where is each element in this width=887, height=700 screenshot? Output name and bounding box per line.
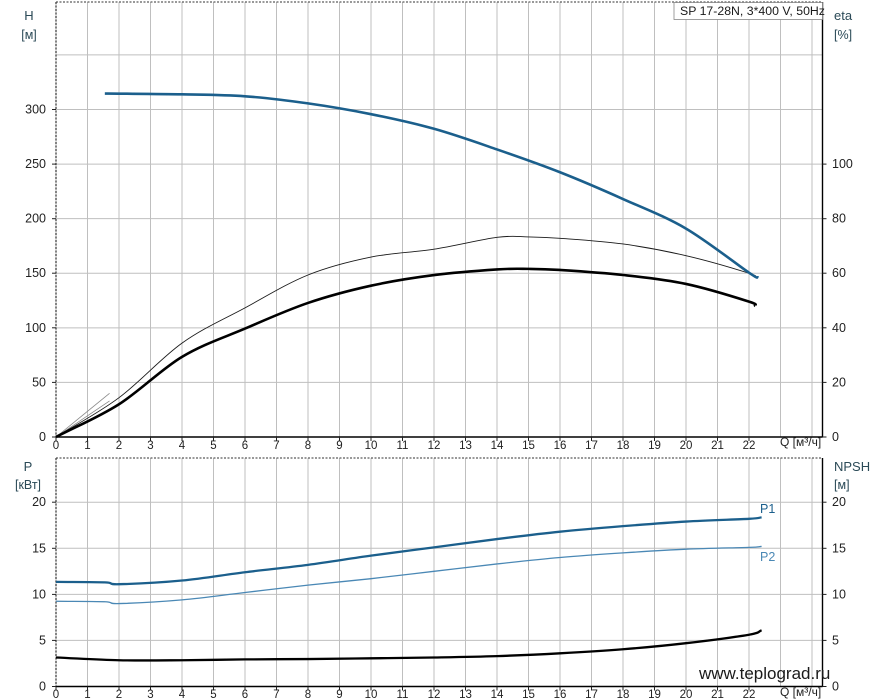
svg-text:[м]: [м]: [834, 478, 850, 492]
svg-text:Q [м³/ч]: Q [м³/ч]: [780, 435, 821, 449]
svg-text:15: 15: [522, 689, 535, 700]
svg-text:www.teplograd.ru: www.teplograd.ru: [698, 664, 830, 683]
svg-text:0: 0: [39, 680, 46, 694]
svg-text:20: 20: [832, 495, 846, 509]
svg-text:11: 11: [397, 689, 409, 700]
svg-text:7: 7: [273, 440, 279, 452]
svg-text:6: 6: [242, 440, 248, 452]
svg-text:16: 16: [554, 689, 567, 700]
svg-text:20: 20: [32, 495, 46, 509]
svg-text:[%]: [%]: [834, 28, 852, 42]
svg-text:18: 18: [617, 440, 630, 452]
svg-text:40: 40: [832, 321, 846, 335]
svg-text:0: 0: [53, 689, 59, 700]
svg-text:300: 300: [25, 103, 46, 117]
svg-text:100: 100: [25, 321, 46, 335]
svg-text:250: 250: [25, 157, 46, 171]
svg-text:0: 0: [832, 680, 839, 694]
svg-text:18: 18: [617, 689, 630, 700]
svg-text:NPSH: NPSH: [834, 459, 870, 474]
svg-text:22: 22: [743, 689, 756, 700]
svg-text:1: 1: [84, 440, 90, 452]
svg-text:100: 100: [832, 157, 853, 171]
svg-text:P1: P1: [760, 502, 775, 516]
svg-text:13: 13: [459, 440, 472, 452]
svg-text:150: 150: [25, 266, 46, 280]
svg-text:1: 1: [84, 689, 90, 700]
svg-text:eta: eta: [834, 8, 853, 23]
svg-text:H: H: [24, 8, 33, 23]
svg-text:2: 2: [116, 689, 122, 700]
svg-text:4: 4: [179, 689, 186, 700]
svg-text:17: 17: [585, 440, 598, 452]
svg-text:SP 17-28N, 3*400 V, 50Hz: SP 17-28N, 3*400 V, 50Hz: [680, 4, 825, 18]
svg-text:19: 19: [648, 689, 661, 700]
svg-text:13: 13: [459, 689, 472, 700]
svg-text:9: 9: [336, 689, 342, 700]
svg-text:[м]: [м]: [21, 28, 37, 42]
svg-text:5: 5: [210, 440, 216, 452]
svg-text:20: 20: [680, 440, 693, 452]
svg-text:200: 200: [25, 212, 46, 226]
svg-text:0: 0: [832, 430, 839, 444]
svg-text:6: 6: [242, 689, 248, 700]
svg-text:P: P: [24, 459, 33, 474]
svg-text:17: 17: [585, 689, 598, 700]
svg-text:21: 21: [711, 440, 724, 452]
svg-text:20: 20: [680, 689, 693, 700]
svg-text:12: 12: [428, 689, 441, 700]
svg-text:2: 2: [116, 440, 122, 452]
svg-text:19: 19: [648, 440, 661, 452]
svg-text:15: 15: [32, 541, 46, 555]
svg-text:60: 60: [832, 266, 846, 280]
svg-text:3: 3: [147, 440, 153, 452]
svg-text:8: 8: [305, 689, 311, 700]
svg-text:[кВт]: [кВт]: [15, 478, 41, 492]
svg-text:8: 8: [305, 440, 311, 452]
svg-text:22: 22: [743, 440, 756, 452]
svg-text:5: 5: [210, 689, 216, 700]
svg-text:5: 5: [39, 633, 46, 647]
svg-text:Q [м³/ч]: Q [м³/ч]: [780, 685, 821, 699]
svg-text:80: 80: [832, 212, 846, 226]
svg-text:14: 14: [491, 689, 504, 700]
svg-text:12: 12: [428, 440, 441, 452]
svg-text:15: 15: [522, 440, 535, 452]
svg-text:10: 10: [365, 440, 378, 452]
svg-text:20: 20: [832, 375, 846, 389]
svg-text:11: 11: [397, 440, 409, 452]
svg-text:P2: P2: [760, 550, 775, 564]
svg-text:14: 14: [491, 440, 504, 452]
svg-text:10: 10: [365, 689, 378, 700]
svg-text:3: 3: [147, 689, 153, 700]
svg-text:7: 7: [273, 689, 279, 700]
svg-text:5: 5: [832, 633, 839, 647]
svg-text:10: 10: [32, 587, 46, 601]
svg-text:10: 10: [832, 587, 846, 601]
svg-text:50: 50: [32, 375, 46, 389]
svg-text:16: 16: [554, 440, 567, 452]
svg-text:4: 4: [179, 440, 186, 452]
svg-text:0: 0: [39, 430, 46, 444]
svg-text:9: 9: [336, 440, 342, 452]
svg-text:15: 15: [832, 541, 846, 555]
svg-text:0: 0: [53, 440, 59, 452]
svg-text:21: 21: [711, 689, 724, 700]
